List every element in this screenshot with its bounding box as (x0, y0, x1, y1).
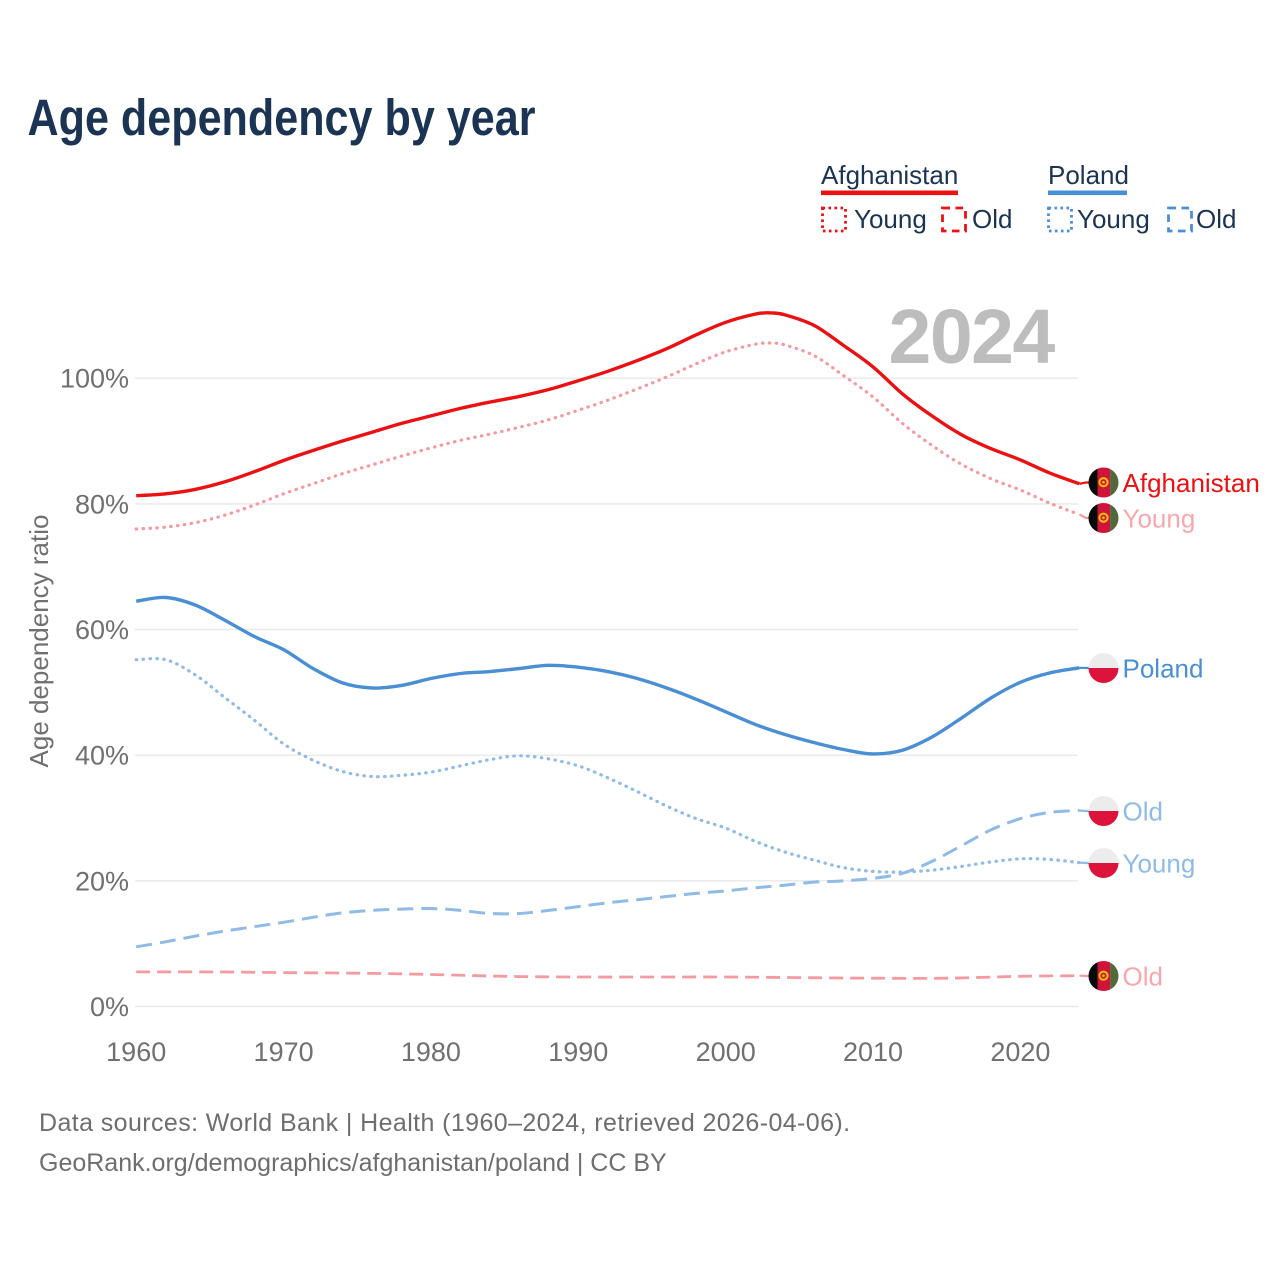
svg-text:GeoRank.org/demographics/afgha: GeoRank.org/demographics/afghanistan/pol… (39, 1149, 667, 1177)
svg-text:20%: 20% (75, 866, 129, 896)
svg-text:1960: 1960 (106, 1037, 166, 1067)
svg-text:Afghanistan: Afghanistan (821, 160, 958, 190)
svg-text:Poland: Poland (1048, 160, 1129, 190)
svg-text:1990: 1990 (548, 1037, 608, 1067)
svg-text:Data sources: World Bank | Hea: Data sources: World Bank | Health (1960–… (39, 1109, 850, 1137)
svg-text:Young: Young (854, 204, 927, 234)
svg-text:Age dependency ratio: Age dependency ratio (24, 515, 54, 768)
svg-text:2000: 2000 (696, 1037, 756, 1067)
svg-text:Afghanistan: Afghanistan (1123, 468, 1260, 498)
svg-text:Old: Old (972, 204, 1012, 234)
svg-text:60%: 60% (75, 615, 129, 645)
svg-text:100%: 100% (60, 364, 129, 394)
svg-text:Young: Young (1123, 504, 1196, 534)
svg-text:80%: 80% (75, 489, 129, 519)
svg-text:0%: 0% (90, 992, 129, 1022)
svg-text:40%: 40% (75, 741, 129, 771)
svg-text:Young: Young (1123, 849, 1196, 879)
svg-text:Old: Old (1196, 204, 1236, 234)
svg-text:Old: Old (1123, 962, 1163, 992)
svg-text:1980: 1980 (401, 1037, 461, 1067)
svg-text:2010: 2010 (843, 1037, 903, 1067)
svg-text:2020: 2020 (990, 1037, 1050, 1067)
svg-text:Young: Young (1077, 204, 1150, 234)
svg-text:Poland: Poland (1123, 654, 1204, 684)
svg-text:Age dependency by year: Age dependency by year (28, 89, 536, 146)
svg-text:1970: 1970 (254, 1037, 314, 1067)
svg-text:Old: Old (1123, 797, 1163, 827)
svg-text:2024: 2024 (889, 294, 1056, 380)
